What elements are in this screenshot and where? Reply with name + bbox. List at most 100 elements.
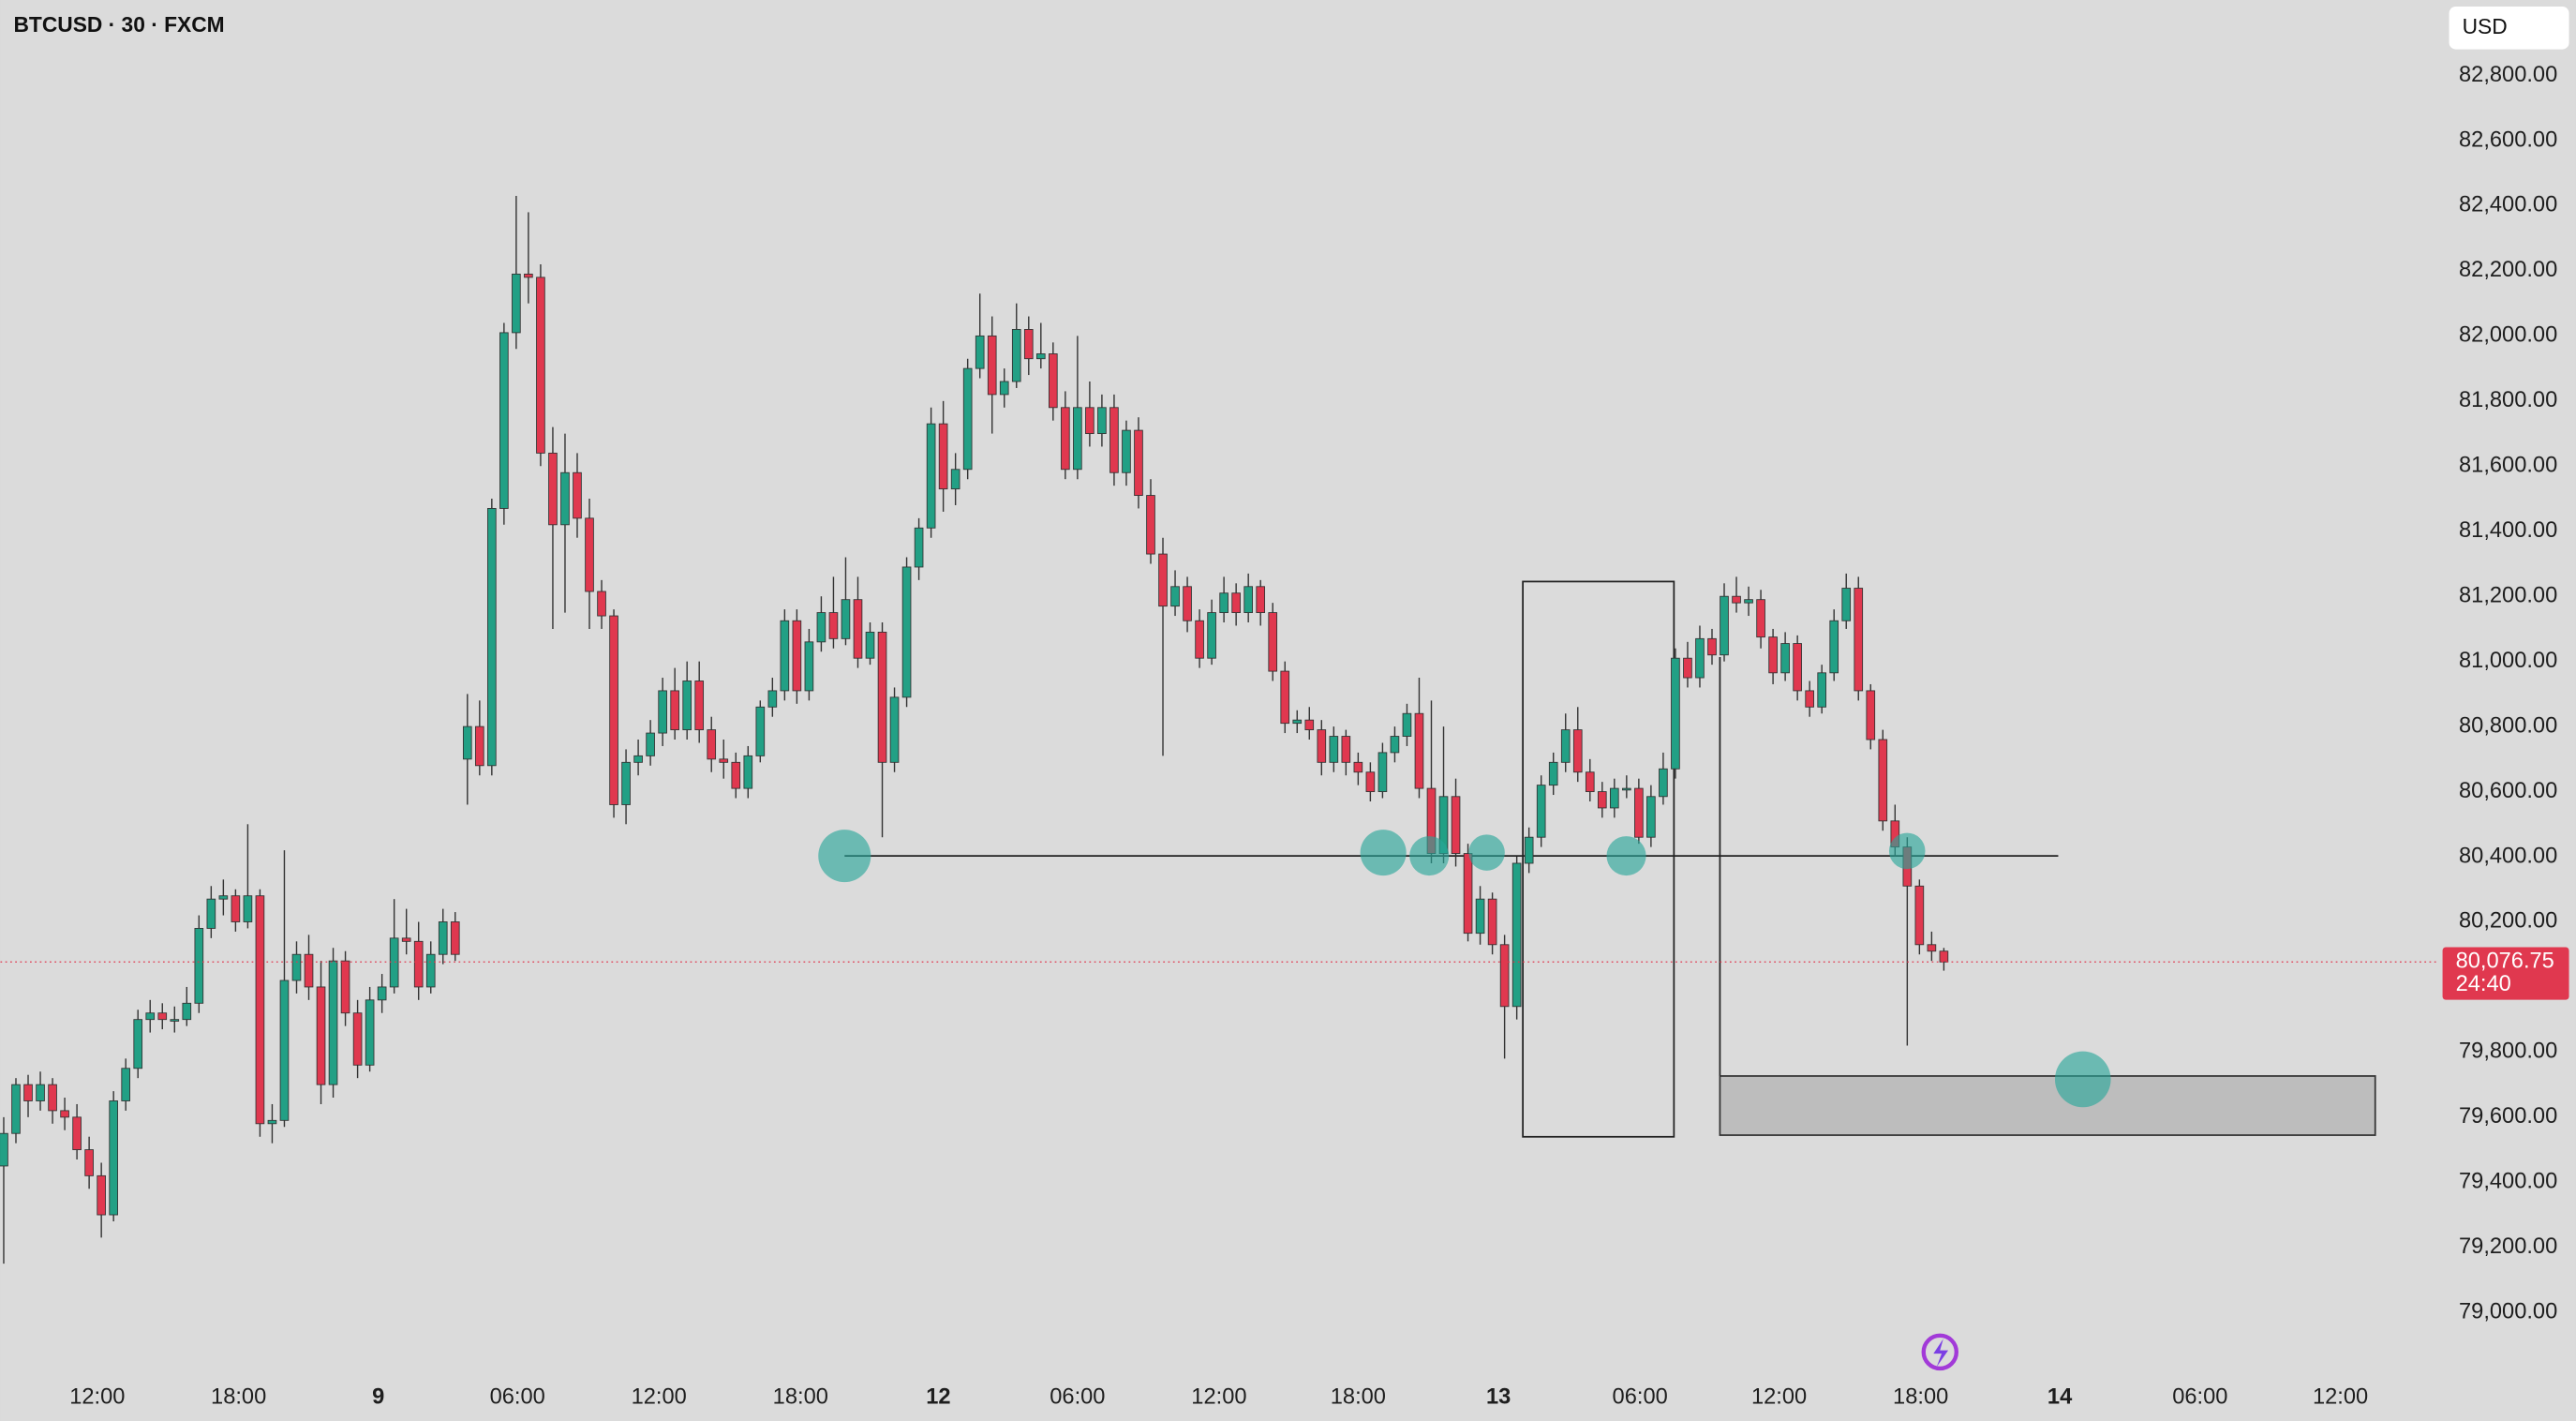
candle-body: [828, 612, 839, 639]
marker: [1468, 834, 1505, 871]
candle-body: [560, 471, 570, 526]
marker: [2054, 1051, 2111, 1108]
candle-body: [48, 1084, 57, 1112]
candle-body: [914, 527, 924, 568]
candle-body: [1035, 353, 1046, 360]
candle-body: [267, 1119, 277, 1125]
candle-body: [255, 895, 265, 1125]
last-price-label: 80,076.75: [2456, 950, 2554, 974]
candle-body: [97, 1174, 106, 1216]
candle-body: [182, 1002, 192, 1021]
y-tick-label: 80,200.00: [2459, 909, 2557, 934]
candle-body: [206, 898, 216, 929]
candle-body: [1390, 736, 1400, 754]
candle-body: [1122, 429, 1131, 473]
x-tick-label: 12:00: [69, 1385, 125, 1410]
candle-body: [194, 927, 204, 1004]
candle-body: [1134, 429, 1143, 496]
candle-body: [1914, 885, 1925, 946]
candle-body: [1195, 620, 1204, 659]
x-tick-label: 06:00: [2172, 1385, 2227, 1410]
x-tick-label: 18:00: [211, 1385, 266, 1410]
candle-body: [1231, 592, 1241, 614]
candle-body: [816, 612, 826, 643]
candle-body: [743, 755, 753, 789]
candle-body: [401, 937, 411, 942]
candle-body: [938, 423, 948, 490]
x-tick-label: 14: [2047, 1385, 2073, 1410]
candle-body: [1499, 944, 1510, 1008]
drawings: [844, 580, 2376, 1138]
y-tick-label: 81,000.00: [2459, 649, 2557, 673]
candle-body: [218, 895, 229, 900]
candle-body: [1744, 599, 1753, 604]
candle-body: [950, 469, 960, 490]
marker: [1606, 836, 1646, 876]
candle-body: [731, 761, 741, 789]
candle-body: [1011, 329, 1021, 382]
y-tick-label: 81,600.00: [2459, 454, 2557, 478]
candle-body: [340, 960, 350, 1014]
candle-body: [1475, 898, 1485, 935]
candle-body: [1463, 853, 1473, 935]
candle-body: [1646, 796, 1656, 838]
candle-body: [352, 1012, 363, 1066]
candle-body: [792, 620, 802, 692]
candle-body: [767, 690, 778, 708]
y-tick-label: 82,400.00: [2459, 193, 2557, 217]
candle-body: [1927, 944, 1937, 952]
candle-body: [1671, 657, 1680, 770]
candle-body: [231, 895, 241, 922]
x-tick-label: 06:00: [490, 1385, 545, 1410]
candle-body: [1256, 586, 1266, 614]
candle-body: [291, 953, 302, 981]
candle-body: [23, 1084, 33, 1101]
candle-body: [512, 273, 521, 334]
candle-body: [11, 1084, 21, 1134]
candle-body: [438, 921, 448, 955]
markers: [818, 830, 2111, 1108]
candle-body: [1243, 586, 1253, 614]
y-tick-label: 79,600.00: [2459, 1104, 2557, 1129]
x-tick-label: 12:00: [1191, 1385, 1246, 1410]
candle-body: [853, 599, 863, 659]
candle-body: [1170, 586, 1180, 607]
currency-label[interactable]: USD: [2463, 14, 2508, 38]
candle-body: [1817, 672, 1827, 708]
candle-body: [682, 681, 692, 731]
candle-body: [425, 953, 436, 988]
candle-body: [901, 566, 912, 698]
candle-body: [646, 732, 655, 756]
candle-body: [1097, 407, 1107, 435]
currency-button[interactable]: [2449, 7, 2569, 50]
candle-body: [707, 729, 717, 760]
y-tick-label: 81,800.00: [2459, 388, 2557, 412]
candle-body: [487, 508, 497, 767]
candle-body: [499, 332, 509, 509]
candle-body: [536, 277, 545, 454]
candle-body: [670, 690, 679, 731]
candle-body: [1659, 768, 1668, 798]
candle-body: [84, 1149, 94, 1176]
candle-body: [585, 517, 594, 592]
candle-body: [1402, 712, 1412, 737]
candle-body: [1572, 729, 1583, 773]
candle-body: [1707, 637, 1717, 656]
candle-body: [1304, 719, 1315, 731]
candle-body: [1049, 353, 1058, 409]
x-tick-label: 12:00: [632, 1385, 687, 1410]
candle-body: [877, 631, 887, 763]
x-tick-label: 12:00: [2313, 1385, 2368, 1410]
candle-body: [658, 690, 667, 734]
x-tick-label: 18:00: [1331, 1385, 1386, 1410]
candle-body: [1695, 637, 1705, 679]
candle-body: [1146, 495, 1155, 555]
candle-body: [548, 452, 558, 526]
candle-body: [328, 960, 338, 1085]
candle-body: [1365, 771, 1376, 793]
x-tick-label: 12:00: [1751, 1385, 1807, 1410]
candle-body: [1329, 736, 1339, 763]
candles: [0, 196, 1949, 1264]
